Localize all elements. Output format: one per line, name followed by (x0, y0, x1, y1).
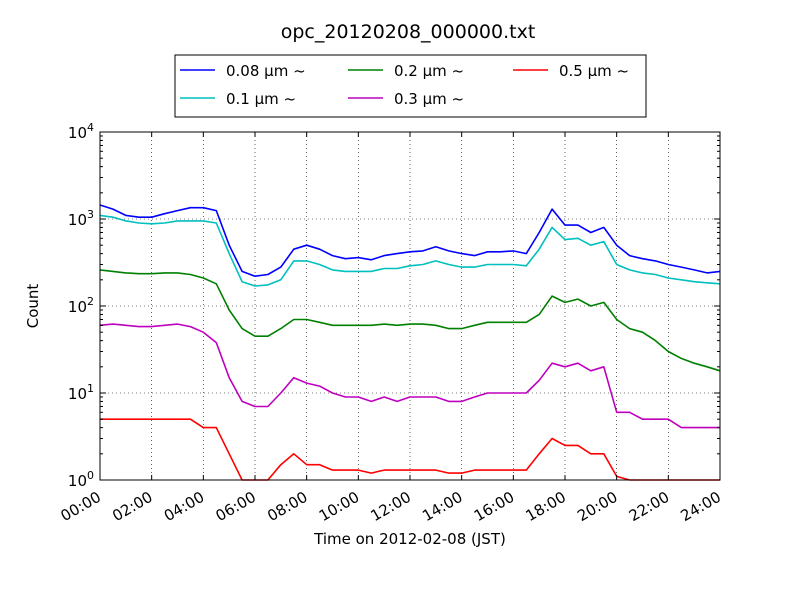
legend-label: 0.08 μm ~ (226, 62, 306, 80)
x-tick-label: 16:00 (471, 488, 517, 525)
x-tick-label: 10:00 (316, 488, 362, 525)
y-tick-label: 104 (68, 121, 94, 142)
legend-frame (174, 54, 647, 118)
x-tick-labels: 00:00 02:00 04:00 06:00 08:00 10:00 12:00 14:00… (58, 488, 724, 525)
x-tick-label: 00:00 (58, 488, 104, 525)
y-tick-label: 102 (68, 295, 94, 316)
series-line-2 (99, 269, 721, 372)
x-tick-label: 06:00 (213, 488, 259, 525)
plot-area: 00:00 02:00 04:00 06:00 08:00 10:00 12:00 14:00… (58, 121, 724, 525)
series-lines (99, 204, 721, 481)
legend-label: 0.5 μm ~ (559, 62, 629, 80)
series-line-0 (99, 204, 721, 278)
y-tick-labels: 100 101 102 103 104 (68, 121, 94, 490)
x-tick-label: 18:00 (523, 488, 569, 525)
x-tick-label: 04:00 (161, 488, 207, 525)
chart-title: opc_20120208_000000.txt (281, 21, 536, 43)
legend-label: 0.1 μm ~ (226, 90, 296, 108)
series-line-1 (99, 214, 721, 287)
series-line-3 (99, 323, 720, 429)
x-tick-label: 24:00 (678, 488, 724, 525)
grid-lines (100, 132, 720, 480)
legend-label: 0.3 μm ~ (394, 90, 464, 108)
y-tick-label: 100 (68, 469, 94, 490)
x-tick-label: 14:00 (419, 488, 465, 525)
y-tick-label: 103 (68, 208, 94, 229)
y-axis-label: Count (24, 284, 42, 329)
x-tick-label: 20:00 (574, 488, 620, 525)
x-tick-label: 12:00 (368, 488, 414, 525)
x-tick-label: 08:00 (264, 488, 310, 525)
x-tick-label: 02:00 (109, 488, 155, 525)
legend: 0.08 μm ~ 0.1 μm ~ 0.2 μm ~ 0.3 μm ~ 0.5 μm … (174, 54, 647, 118)
legend-label: 0.2 μm ~ (394, 62, 464, 80)
x-axis-label: Time on 2012-02-08 (JST) (313, 530, 506, 548)
y-tick-label: 101 (68, 382, 94, 403)
x-tick-label: 22:00 (626, 488, 672, 525)
axis-ticks (99, 131, 721, 481)
